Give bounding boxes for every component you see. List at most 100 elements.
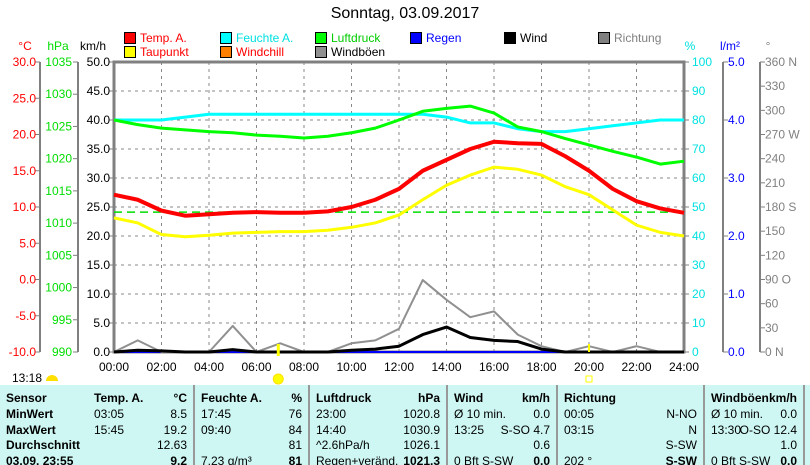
cell-value: S-SO 4.7 — [500, 423, 550, 437]
legend-label: Feuchte A. — [236, 31, 294, 45]
cell-value: 12.63 — [156, 438, 187, 452]
temp-tick-label: 30.0 — [13, 55, 37, 69]
pressure-tick-label: 1035 — [45, 55, 72, 69]
cell-value: 0.0 — [533, 407, 550, 421]
cell-time: 7.23 g/m³ — [201, 454, 252, 465]
cell-time: Ø 10 min. — [454, 407, 507, 421]
wind-tick-label: 30.0 — [87, 171, 111, 185]
cell-value: 76 — [288, 407, 302, 421]
cell-time: 03:05 — [94, 407, 125, 421]
legend-label: Temp. A. — [140, 31, 187, 45]
x-tick-label: 12:00 — [384, 360, 414, 374]
direction-tick-label: 0 N — [765, 345, 784, 359]
legend-swatch — [410, 32, 422, 44]
temp-tick-label: 0.0 — [19, 273, 36, 287]
wind-axis-unit: km/h — [80, 39, 106, 53]
series-luftdruck — [113, 104, 685, 166]
column-header: Wind — [454, 391, 484, 405]
direction-tick-label: 240 — [765, 152, 785, 166]
cell-value: 1.0 — [780, 438, 797, 452]
cell-time: Ø 10 min. — [711, 407, 764, 421]
cell-time: 09:40 — [201, 423, 232, 437]
cell-value: 1026.1 — [403, 438, 440, 452]
row-label: MaxWert — [6, 423, 56, 437]
series-feuchte-a- — [114, 112, 684, 134]
temp-tick-label: 10.0 — [13, 200, 37, 214]
wind-tick-label: 25.0 — [87, 200, 111, 214]
direction-tick-label: 270 W — [765, 128, 800, 142]
series-temp-a- — [113, 139, 685, 218]
legend-label: Richtung — [614, 31, 662, 45]
legend-label: Windchill — [236, 45, 285, 59]
temp-axis-unit: °C — [18, 39, 32, 53]
legend-swatch — [124, 46, 136, 58]
legend-label: Wind — [520, 31, 548, 45]
cell-time: Regen+veränd. — [316, 454, 399, 465]
cell-value: 0.0 — [780, 407, 797, 421]
pressure-tick-label: 1015 — [45, 184, 72, 198]
direction-tick-label: 210 — [765, 176, 785, 190]
pressure-tick-label: 1025 — [45, 119, 72, 133]
wind-tick-label: 40.0 — [87, 113, 111, 127]
cell-value: N — [688, 423, 697, 437]
column-header: Richtung — [564, 391, 616, 405]
cell-value: O-SO 12.4 — [739, 423, 797, 437]
x-tick-label: 22:00 — [621, 360, 651, 374]
legend-label: Windböen — [331, 45, 386, 59]
direction-tick-label: 60 — [765, 297, 779, 311]
legend-swatch — [504, 32, 516, 44]
pressure-tick-label: 995 — [52, 313, 72, 327]
cell-value: S-SW — [665, 438, 697, 452]
legend-swatch — [124, 32, 136, 44]
humidity-tick-label: 20 — [692, 287, 706, 301]
legend-swatch — [220, 46, 232, 58]
column-unit: km/h — [768, 391, 797, 405]
column-unit: °C — [173, 391, 187, 405]
column-header: Sensor — [6, 391, 47, 405]
wind-tick-label: 45.0 — [87, 84, 111, 98]
direction-tick-label: 180 S — [765, 200, 796, 214]
column-header: Feuchte A. — [201, 391, 262, 405]
x-tick-label: 14:00 — [431, 360, 461, 374]
temp-tick-label: 15.0 — [13, 164, 37, 178]
direction-axis-unit: ° — [766, 39, 771, 53]
humidity-tick-label: 50 — [692, 200, 706, 214]
table-column — [558, 385, 705, 465]
x-tick-label: 08:00 — [289, 360, 319, 374]
legend-item: Taupunkt — [124, 45, 189, 59]
column-header: Luftdruck — [316, 391, 372, 405]
direction-tick-label: 300 — [765, 103, 785, 117]
legend-swatch — [315, 32, 327, 44]
cell-value: 8.5 — [170, 407, 187, 421]
chart-svg: °C 30.0 25.0 20.0 15.0 10.0 5.0 0.0 -5.0 -10.0 hPa… — [9, 39, 800, 385]
table-column — [310, 385, 448, 465]
pressure-axis-unit: hPa — [47, 39, 69, 53]
rain-tick-label: 2.0 — [728, 229, 745, 243]
column-header: Temp. A. — [94, 391, 144, 405]
row-label: MinWert — [6, 407, 54, 421]
humidity-tick-label: 0 — [692, 345, 699, 359]
table-column — [195, 385, 310, 465]
cell-value: 1030.9 — [403, 423, 440, 437]
legend-item: Feuchte A. — [220, 31, 293, 45]
wind-tick-label: 10.0 — [87, 287, 111, 301]
cell-time: ^2.6hPa/h — [316, 438, 370, 452]
cell-time: 0 Bft S-SW — [454, 454, 514, 465]
legend-label: Luftdruck — [331, 31, 381, 45]
temp-tick-label: 20.0 — [13, 128, 37, 142]
humidity-tick-label: 40 — [692, 229, 706, 243]
legend-item: Windchill — [220, 45, 284, 59]
table-column — [448, 385, 558, 465]
column-unit: km/h — [521, 391, 550, 405]
cloud-sun-icon — [46, 375, 58, 381]
cell-value: 1020.8 — [403, 407, 440, 421]
cell-time: 202 ° — [564, 454, 593, 465]
legend-item: Windböen — [315, 45, 385, 59]
cell-value: 1021.3 — [403, 454, 440, 465]
cell-time: 0 Bft S-SW — [711, 454, 771, 465]
legend-label: Taupunkt — [140, 45, 189, 59]
wind-tick-label: 15.0 — [87, 258, 111, 272]
humidity-tick-label: 70 — [692, 142, 706, 156]
direction-tick-label: 90 O — [765, 273, 791, 287]
cell-time: 14:40 — [316, 423, 347, 437]
